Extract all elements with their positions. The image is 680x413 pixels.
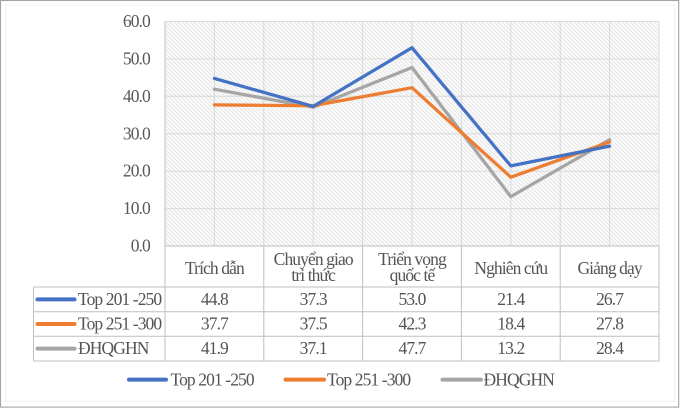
svg-text:13.2: 13.2	[497, 338, 524, 358]
svg-text:50.0: 50.0	[123, 48, 151, 68]
svg-text:10.0: 10.0	[123, 198, 151, 218]
svg-text:Top 201 -250: Top 201 -250	[78, 289, 162, 309]
svg-text:21.4: 21.4	[497, 289, 525, 309]
svg-text:ĐHQGHN: ĐHQGHN	[484, 370, 556, 390]
svg-text:Top 251 -300: Top 251 -300	[327, 370, 411, 390]
svg-text:26.7: 26.7	[596, 289, 624, 309]
svg-text:Chuyển giao: Chuyển giao	[274, 249, 354, 269]
svg-text:41.9: 41.9	[201, 338, 229, 358]
svg-text:Top 201 -250: Top 201 -250	[171, 370, 255, 390]
svg-text:40.0: 40.0	[123, 86, 151, 106]
svg-text:37.7: 37.7	[201, 313, 229, 333]
svg-text:60.0: 60.0	[123, 11, 151, 31]
svg-text:37.1: 37.1	[300, 338, 327, 358]
svg-text:Nghiên cứu: Nghiên cứu	[474, 258, 548, 278]
svg-text:53.0: 53.0	[398, 289, 426, 309]
svg-text:20.0: 20.0	[123, 161, 151, 181]
svg-text:0.0: 0.0	[131, 236, 151, 256]
svg-text:37.5: 37.5	[300, 313, 328, 333]
svg-text:28.4: 28.4	[596, 338, 624, 358]
svg-text:30.0: 30.0	[123, 123, 151, 143]
svg-text:Trích dẫn: Trích dẫn	[185, 258, 245, 278]
svg-text:Top 251 -300: Top 251 -300	[78, 313, 162, 333]
svg-text:37.3: 37.3	[300, 289, 328, 309]
svg-text:42.3: 42.3	[398, 313, 426, 333]
svg-text:Triển vọng: Triển vọng	[378, 249, 447, 269]
svg-text:ĐHQGHN: ĐHQGHN	[78, 338, 150, 358]
svg-text:quốc tế: quốc tế	[390, 265, 437, 285]
svg-text:44.8: 44.8	[201, 289, 229, 309]
svg-text:18.4: 18.4	[497, 313, 525, 333]
svg-text:27.8: 27.8	[596, 313, 624, 333]
svg-text:Giảng dạy: Giảng dạy	[577, 258, 642, 278]
svg-text:tri thức: tri thức	[291, 265, 336, 285]
svg-text:47.7: 47.7	[398, 338, 426, 358]
